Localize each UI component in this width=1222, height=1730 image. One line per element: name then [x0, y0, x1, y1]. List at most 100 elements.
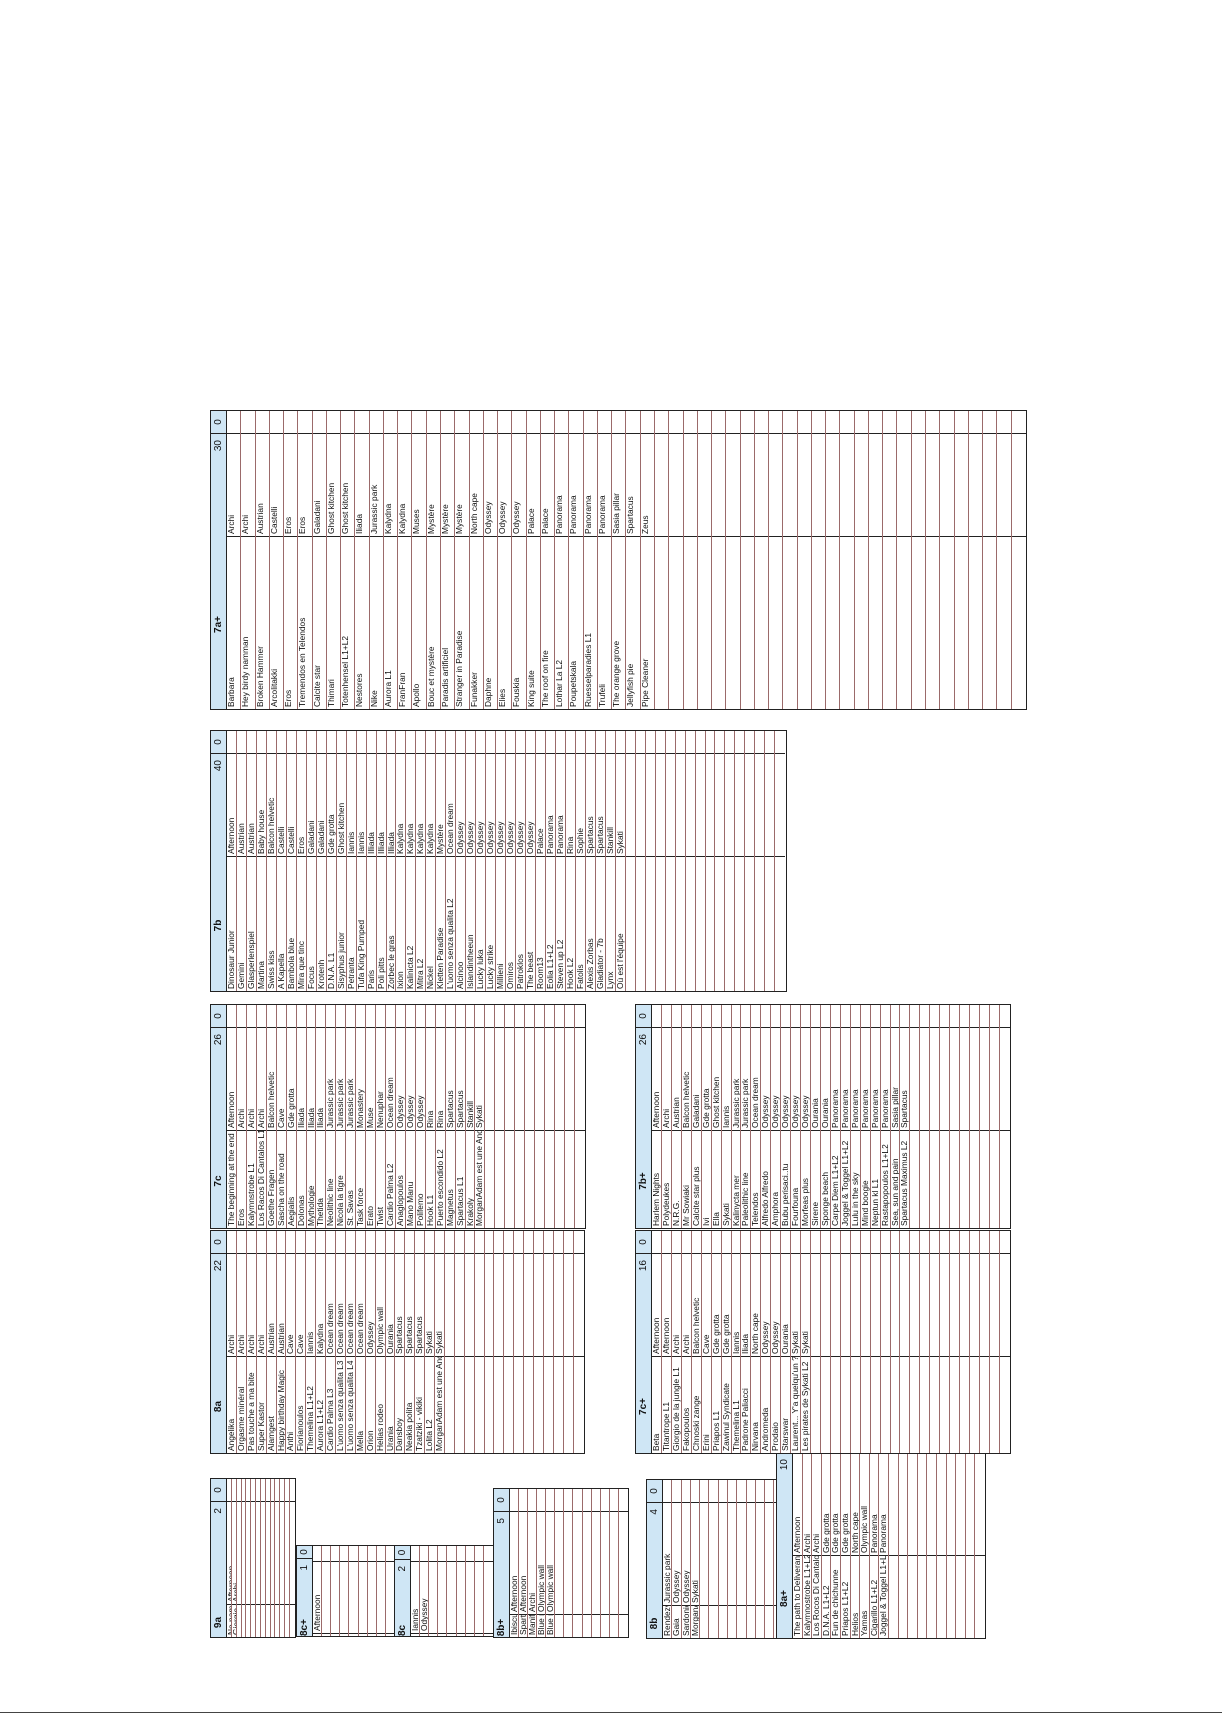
route-name: [485, 1357, 494, 1453]
route-name: Arcolitakki: [269, 668, 279, 707]
route-sector: [737, 1503, 746, 1606]
route-name: [555, 1615, 563, 1637]
route-row: Aegialis Gde grotta: [286, 1005, 297, 1228]
route-count: 16: [638, 1260, 649, 1272]
route-sector: Gde grotta: [840, 1453, 850, 1556]
route-sector: Iliada: [355, 434, 369, 537]
route-row: Sponge beach Ourania: [820, 1005, 831, 1228]
done-cell: [563, 1231, 573, 1254]
done-cell: [870, 1231, 880, 1254]
route-name: [980, 1131, 989, 1228]
route-sector: Sykati: [791, 1254, 801, 1357]
route-row: Calcite star plus Galadani: [691, 1005, 702, 1228]
route-row: Dolonas Iliada: [296, 1005, 307, 1228]
route-name: [457, 1634, 465, 1636]
route-sector: Panorama: [569, 434, 583, 537]
route-name: [246, 1605, 250, 1637]
done-cell: [512, 411, 526, 434]
route-row: Lucky luka L1+L2Odyssey: [420, 1546, 430, 1636]
route-name: [261, 1605, 265, 1637]
done-cell: [860, 1005, 870, 1028]
done-cell: [412, 411, 426, 434]
route-sector: Spartacus: [455, 1028, 465, 1131]
route-name: [908, 1556, 917, 1638]
grade-label: 8c: [397, 1624, 408, 1636]
route-name: [715, 857, 724, 991]
done-cell: [546, 1489, 555, 1512]
route-row: [765, 1480, 775, 1638]
route-row: Patroklos Odyssey: [516, 731, 527, 991]
route-name: Priapos L1+L2: [840, 1581, 850, 1636]
route-sector: [625, 754, 635, 857]
done-cell: [751, 1231, 761, 1254]
route-row: Mira que tinc Eros: [296, 731, 307, 991]
route-sector: Odyssey: [781, 1028, 791, 1131]
route-name: MorganAdam est une Andalouse L2: [435, 1357, 444, 1451]
route-sector: [260, 1502, 265, 1605]
route-name: [636, 857, 645, 991]
route-row: Paleolithic line Jurassic park: [741, 1005, 752, 1228]
done-cell: [585, 731, 595, 754]
route-row: [447, 1546, 457, 1636]
route-sector: Archi: [246, 1254, 256, 1357]
route-row: Swiss kiss Balcon helvetic: [266, 731, 277, 991]
route-row: Trufeli Panorama: [597, 411, 613, 709]
route-name: [686, 857, 695, 991]
route-name: [969, 537, 982, 709]
table-8b: 8b40Rendezvous with PlatonJurassic parkG…: [646, 1479, 794, 1639]
done-cell: [880, 1231, 890, 1254]
route-name: D.N.A. L1+L2: [821, 1585, 831, 1636]
route-name: Lothar La L2: [555, 659, 565, 707]
route-sector: Sykati: [435, 1254, 444, 1357]
route-name: Morfeas plus: [801, 1178, 810, 1226]
route-name: [564, 1615, 572, 1637]
route-name: Laurent... Y'a quelqu'un ?: [791, 1357, 801, 1451]
route-name: Titantrope L2: [313, 1634, 321, 1636]
route-name: [554, 1357, 563, 1453]
done-cell: [386, 731, 396, 754]
route-sector: Archi: [256, 1254, 266, 1357]
route-sector: Spartacus: [415, 1254, 425, 1357]
route-row: Harlem Nights Afternoon: [652, 1005, 662, 1228]
route-name: Happy birthday Magic: [276, 1370, 286, 1451]
route-row: L'uomo senza qualita L4 Ocean dream: [345, 1231, 356, 1453]
route-sector: [275, 1502, 280, 1605]
route-name: Harlem Nights: [652, 1172, 661, 1226]
grade-label: 8b: [649, 1617, 660, 1630]
route-name: Anaglopoulos: [395, 1175, 405, 1226]
route-name: Prodaio: [771, 1422, 781, 1451]
route-sector: [968, 434, 983, 537]
route-sector: Ocean dream: [335, 1254, 345, 1357]
done-cell: [256, 1005, 266, 1028]
done-cell: [415, 1231, 425, 1254]
route-name: [745, 857, 754, 991]
route-sector: Archi: [227, 1254, 236, 1357]
done-cell: [890, 1005, 900, 1028]
route-row: Lucky strike Odyssey: [486, 731, 497, 991]
route-name: Ella: [711, 1212, 721, 1226]
done-cell: [296, 1231, 306, 1254]
route-name: Paris: [366, 969, 376, 989]
route-row: [897, 411, 912, 709]
route-name: Cigarillo L1+L2: [869, 1579, 879, 1636]
route-sector: [236, 1502, 241, 1605]
done-count: 0: [211, 1005, 226, 1028]
done-cell: [375, 1231, 385, 1254]
done-cell: [625, 731, 635, 754]
route-sector: Gde grotta: [831, 1453, 840, 1556]
route-row: [465, 1546, 475, 1636]
route-name: Barbara: [227, 677, 236, 707]
route-name: Bubu perisaci..tu: [781, 1163, 791, 1226]
route-sector: [504, 1254, 514, 1357]
route-sector: Cave: [286, 1254, 296, 1357]
route-row: [908, 1430, 918, 1638]
done-cell: [519, 1489, 528, 1512]
done-cell: [545, 1005, 554, 1028]
route-sector: [447, 1562, 456, 1634]
route-sector: Afternoon: [227, 754, 236, 857]
route-row: [358, 1546, 368, 1636]
route-name: [256, 1605, 260, 1637]
done-cell: [256, 731, 266, 754]
route-sector: Spartacus: [900, 1028, 910, 1131]
done-cell: [661, 1231, 671, 1254]
